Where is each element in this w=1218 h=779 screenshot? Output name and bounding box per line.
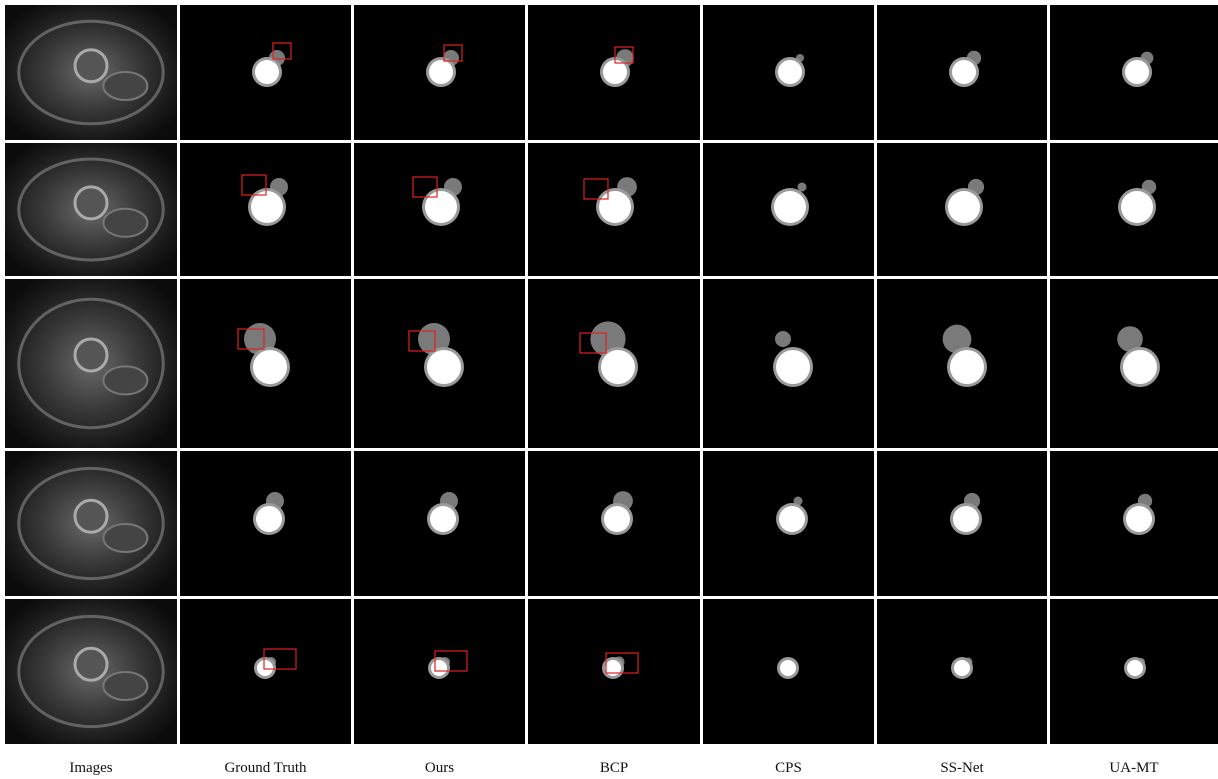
left-ventricle [257,660,273,676]
image-cell [703,451,874,596]
anatomy [103,672,147,700]
left-ventricle [780,660,796,676]
left-ventricle [1121,191,1153,223]
anatomy [103,524,147,552]
image-cell [1050,451,1218,596]
right-ventricle [775,331,791,347]
left-ventricle [1127,660,1143,676]
left-ventricle [430,506,456,532]
left-ventricle [950,350,984,384]
column-label: Ground Truth [224,760,307,776]
column-label: UA-MT [1109,760,1158,776]
column-label: Images [69,760,112,776]
image-cell [1050,279,1218,448]
left-ventricle [253,350,287,384]
column-label: Ours [425,760,454,776]
left-ventricle [952,60,976,84]
image-cell [877,279,1047,448]
left-ventricle [601,350,635,384]
column-label: SS-Net [940,760,984,776]
left-ventricle [779,506,805,532]
left-ventricle [778,60,802,84]
image-cell [5,5,177,140]
image-cell [703,599,874,744]
heart [75,500,107,532]
image-cell [528,279,700,448]
left-ventricle [948,191,980,223]
anatomy [103,366,147,394]
page: ImagesGround TruthOursBCPCPSSS-NetUA-MT … [0,0,1218,779]
image-cell [354,279,525,448]
image-cell [180,599,351,744]
image-cell [528,451,700,596]
image-cell [1050,5,1218,140]
image-cell [5,599,177,744]
column-label: CPS [775,760,802,776]
left-ventricle [425,191,457,223]
heart [75,187,107,219]
image-cell [877,599,1047,744]
image-cell [877,5,1047,140]
heart [75,50,107,82]
figure: Images Ground Truth Ours BCP CPS SS-Net UA-MT [0,0,1218,779]
left-ventricle [604,506,630,532]
left-ventricle [251,191,283,223]
image-cell [528,143,700,276]
left-ventricle [954,660,970,676]
left-ventricle [1126,506,1152,532]
left-ventricle [256,506,282,532]
left-ventricle [1125,60,1149,84]
image-cell [528,599,700,744]
image-cell [1050,599,1218,744]
image-cell [354,5,525,140]
heart [75,648,107,680]
image-cell [877,143,1047,276]
image-cell [5,451,177,596]
image-cell [354,143,525,276]
image-cell [354,451,525,596]
image-cell [5,143,177,276]
left-ventricle [953,506,979,532]
image-cell [5,279,177,448]
left-ventricle [599,191,631,223]
image-cell [180,451,351,596]
heart [75,339,107,371]
left-ventricle [1123,350,1157,384]
image-cell [703,279,874,448]
left-ventricle [255,60,279,84]
image-cell [703,143,874,276]
image-cell [354,599,525,744]
image-cell [528,5,700,140]
image-cell [1050,143,1218,276]
right-ventricle [798,183,807,192]
image-cell [180,143,351,276]
image-cell [703,5,874,140]
left-ventricle [427,350,461,384]
anatomy [103,72,147,100]
image-cell [180,5,351,140]
image-cell [877,451,1047,596]
left-ventricle [776,350,810,384]
image-cell [180,279,351,448]
left-ventricle [429,60,453,84]
column-label: BCP [600,760,628,776]
left-ventricle [431,660,447,676]
anatomy [103,209,147,237]
left-ventricle [774,191,806,223]
